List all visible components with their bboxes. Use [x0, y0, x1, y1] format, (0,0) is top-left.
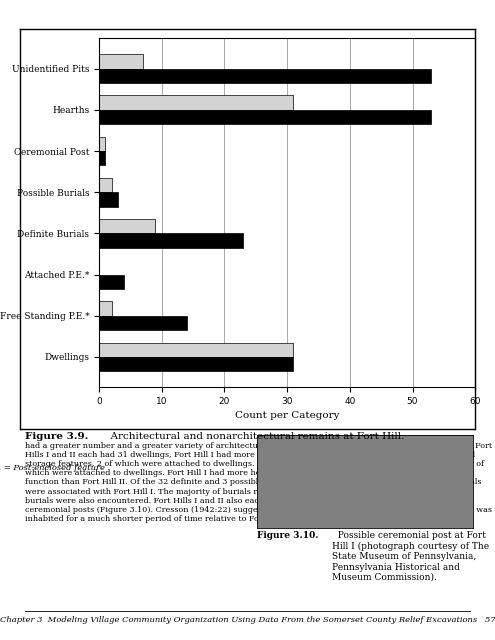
Text: Figure 3.10.: Figure 3.10.: [257, 531, 319, 540]
Bar: [99, 54, 143, 68]
Bar: [99, 136, 105, 151]
Bar: [99, 110, 431, 124]
Bar: [99, 219, 155, 234]
Bar: [99, 95, 294, 110]
Bar: [99, 275, 124, 289]
Bar: [99, 68, 431, 83]
Text: Figure 3.9.: Figure 3.9.: [25, 432, 88, 441]
X-axis label: Count per Category: Count per Category: [235, 412, 340, 420]
Bar: [99, 151, 105, 166]
Text: had a greater number and a greater variety of architectural and nonarchitectural: had a greater number and a greater varie…: [25, 442, 492, 524]
Text: Architectural and nonarchitectural remains at Fort Hill.: Architectural and nonarchitectural remai…: [104, 432, 404, 441]
Bar: [99, 357, 294, 371]
Text: * P.E. = Post-enclosed feature: * P.E. = Post-enclosed feature: [0, 464, 104, 472]
Bar: [99, 178, 111, 192]
Bar: [99, 342, 294, 357]
Text: Possible ceremonial post at Fort Hill I (photograph courtesy of The State Museum: Possible ceremonial post at Fort Hill I …: [332, 531, 489, 582]
Bar: [99, 301, 111, 316]
Bar: [99, 234, 243, 248]
Bar: [99, 316, 187, 330]
Text: Chapter 3  Modeling Village Community Organization Using Data From the Somerset : Chapter 3 Modeling Village Community Org…: [0, 616, 495, 624]
Bar: [99, 192, 118, 207]
Legend: Occupation I, Occupation II: Occupation I, Occupation II: [293, 465, 471, 481]
